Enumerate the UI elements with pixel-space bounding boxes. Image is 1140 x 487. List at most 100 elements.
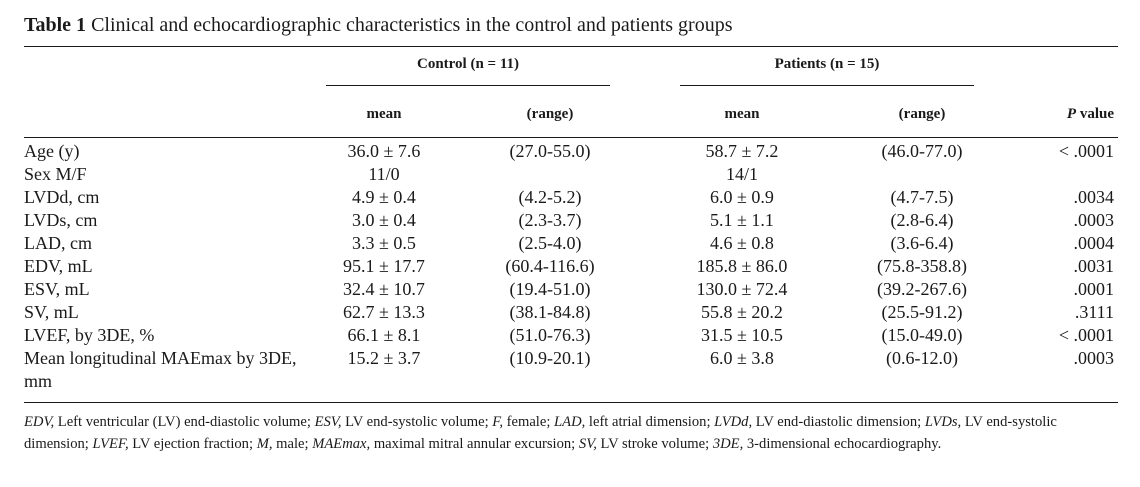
patients-range-cell: (3.6-6.4) bbox=[890, 233, 954, 253]
footnote-abbreviation: LVDs, bbox=[924, 414, 962, 430]
table-row: LAD, cm 3.3 ± 0.5 (2.5-4.0) 4.6 ± 0.8 (3.6-6… bbox=[0, 232, 1140, 255]
row-label: Age (y) bbox=[24, 141, 80, 161]
row-label: ESV, mL bbox=[24, 279, 90, 299]
patients-mean-cell: 6.0 ± 0.9 bbox=[710, 187, 774, 207]
patients-mean-cell: 6.0 ± 3.8 bbox=[710, 348, 774, 368]
p-value-cell: < .0001 bbox=[1058, 325, 1114, 345]
patients-mean-cell: 55.8 ± 20.2 bbox=[701, 302, 783, 322]
footnote-abbreviation: MAEmax, bbox=[312, 436, 371, 452]
p-italic: P bbox=[1066, 106, 1077, 122]
footnote-definition: LV ejection fraction; bbox=[128, 436, 257, 452]
p-value-cell: .0004 bbox=[1073, 233, 1115, 253]
control-range-cell: (10.9-20.1) bbox=[509, 348, 591, 368]
p-value-cell: .3111 bbox=[1074, 302, 1114, 322]
row-label: Mean longitudinal MAEmax by 3DE, mm bbox=[24, 348, 297, 391]
patients-range-cell: (15.0-49.0) bbox=[881, 325, 963, 345]
control-range-cell: (51.0-76.3) bbox=[509, 325, 591, 345]
control-mean-cell: 32.4 ± 10.7 bbox=[343, 279, 425, 299]
footnote-abbreviation: 3DE, bbox=[712, 436, 744, 452]
col-header-control-range: (range) bbox=[526, 106, 574, 122]
table-row: ESV, mL 32.4 ± 10.7 (19.4-51.0) 130.0 ± 72.… bbox=[0, 278, 1140, 301]
control-range-cell: (2.5-4.0) bbox=[518, 233, 582, 253]
control-range-cell: (38.1-84.8) bbox=[509, 302, 591, 322]
table-row: EDV, mL 95.1 ± 17.7 (60.4-116.6) 185.8 ± 86… bbox=[0, 255, 1140, 278]
patients-range-cell: (25.5-91.2) bbox=[881, 302, 963, 322]
control-mean-cell: 3.3 ± 0.5 bbox=[352, 233, 416, 253]
row-label: LVEF, by 3DE, % bbox=[24, 325, 155, 345]
row-label: LAD, cm bbox=[24, 233, 92, 253]
patients-mean-cell: 31.5 ± 10.5 bbox=[701, 325, 783, 345]
patients-range-cell: (0.6-12.0) bbox=[886, 348, 958, 368]
col-header-p-value: P value bbox=[1067, 106, 1114, 123]
patients-mean-cell: 14/1 bbox=[725, 164, 758, 184]
footnote-definition: LV end-diastolic dimension; bbox=[752, 414, 925, 430]
col-header-patients-range: (range) bbox=[898, 106, 946, 122]
table-row: SV, mL 62.7 ± 13.3 (38.1-84.8) 55.8 ± 20.2 (… bbox=[0, 301, 1140, 324]
row-label: SV, mL bbox=[24, 302, 79, 322]
footnote-abbreviation: LVDd, bbox=[714, 414, 753, 430]
row-label: Sex M/F bbox=[24, 164, 87, 184]
p-value-cell: < .0001 bbox=[1058, 141, 1114, 161]
control-range-cell: (60.4-116.6) bbox=[505, 256, 595, 276]
table-row: Mean longitudinal MAEmax by 3DE, mm 15.2 … bbox=[0, 347, 1140, 393]
control-mean-cell: 62.7 ± 13.3 bbox=[343, 302, 425, 322]
control-mean-cell: 66.1 ± 8.1 bbox=[347, 325, 421, 345]
group-header-patients: Patients (n = 15) bbox=[774, 56, 880, 72]
control-mean-cell: 36.0 ± 7.6 bbox=[347, 141, 421, 161]
footnote-definition: left atrial dimension; bbox=[585, 414, 715, 430]
patients-mean-cell: 185.8 ± 86.0 bbox=[696, 256, 788, 276]
control-group-rule bbox=[326, 85, 610, 86]
control-range-cell: (19.4-51.0) bbox=[509, 279, 591, 299]
bottom-rule bbox=[24, 402, 1118, 403]
group-header-control: Control (n = 11) bbox=[416, 56, 520, 72]
patients-range-cell: (75.8-358.8) bbox=[877, 256, 967, 276]
patients-group-rule bbox=[680, 85, 974, 86]
patients-range-cell: (2.8-6.4) bbox=[890, 210, 954, 230]
footnote-definition: 3-dimensional echocardiography. bbox=[743, 436, 942, 452]
control-mean-cell: 95.1 ± 17.7 bbox=[343, 256, 425, 276]
patients-range-cell: (39.2-267.6) bbox=[877, 279, 967, 299]
footnote-definition: LV end-systolic volume; bbox=[341, 414, 493, 430]
control-range-cell: (2.3-3.7) bbox=[518, 210, 582, 230]
patients-mean-cell: 4.6 ± 0.8 bbox=[710, 233, 774, 253]
table-row: LVEF, by 3DE, % 66.1 ± 8.1 (51.0-76.3) 31.5… bbox=[0, 324, 1140, 347]
footnote-definition: maximal mitral annular excursion; bbox=[370, 436, 579, 452]
footnote-abbreviation: EDV, bbox=[24, 414, 55, 430]
patients-mean-cell: 130.0 ± 72.4 bbox=[696, 279, 788, 299]
footnote-abbreviation: M, bbox=[256, 436, 273, 452]
control-range-cell: (27.0-55.0) bbox=[509, 141, 591, 161]
row-label: LVDs, cm bbox=[24, 210, 98, 230]
p-value-cell: .0031 bbox=[1073, 256, 1115, 276]
footnote-definition: male; bbox=[272, 436, 313, 452]
control-mean-cell: 3.0 ± 0.4 bbox=[352, 210, 416, 230]
control-mean-cell: 11/0 bbox=[368, 164, 400, 184]
control-mean-cell: 15.2 ± 3.7 bbox=[347, 348, 421, 368]
p-value-cell: .0001 bbox=[1073, 279, 1115, 299]
footnote-definition: female; bbox=[502, 414, 555, 430]
table-row: LVDd, cm 4.9 ± 0.4 (4.2-5.2) 6.0 ± 0.9 (4.7-… bbox=[0, 186, 1140, 209]
footnote-abbreviation: ESV, bbox=[314, 414, 342, 430]
table-title: Clinical and echocardiographic character… bbox=[91, 14, 733, 36]
table-row: Age (y) 36.0 ± 7.6 (27.0-55.0) 58.7 ± 7.2 (4… bbox=[0, 140, 1140, 163]
patients-mean-cell: 58.7 ± 7.2 bbox=[705, 141, 779, 161]
table-row: Sex M/F 11/0 14/1 bbox=[0, 163, 1140, 186]
footnote-definition: LV end-systolic dimension; bbox=[24, 414, 1057, 452]
col-header-patients-mean: mean bbox=[724, 106, 760, 122]
control-mean-cell: 4.9 ± 0.4 bbox=[352, 187, 416, 207]
footnote-abbreviation: SV, bbox=[578, 436, 597, 452]
footnote-abbreviation: LAD, bbox=[554, 414, 586, 430]
control-range-cell: (4.2-5.2) bbox=[518, 187, 582, 207]
footnote-abbreviation: LVEF, bbox=[92, 436, 129, 452]
patients-range-cell: (4.7-7.5) bbox=[890, 187, 954, 207]
table-caption: Table 1 Clinical and echocardiographic c… bbox=[24, 14, 733, 37]
patients-range-cell: (46.0-77.0) bbox=[881, 141, 963, 161]
footnote-abbreviation: F, bbox=[492, 414, 503, 430]
table-footnote: EDV, Left ventricular (LV) end-diastolic… bbox=[24, 411, 1118, 455]
table-row: LVDs, cm 3.0 ± 0.4 (2.3-3.7) 5.1 ± 1.1 (2.8-… bbox=[0, 209, 1140, 232]
p-value-word: value bbox=[1079, 106, 1114, 122]
p-value-cell: .0003 bbox=[1073, 210, 1115, 230]
row-label: EDV, mL bbox=[24, 256, 93, 276]
table-number: Table 1 bbox=[24, 14, 87, 36]
top-rule bbox=[24, 46, 1118, 47]
footnote-definition: Left ventricular (LV) end-diastolic volu… bbox=[54, 414, 315, 430]
